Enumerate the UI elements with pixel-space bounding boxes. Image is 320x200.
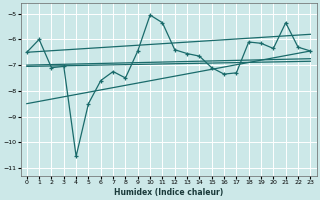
X-axis label: Humidex (Indice chaleur): Humidex (Indice chaleur) <box>114 188 223 197</box>
